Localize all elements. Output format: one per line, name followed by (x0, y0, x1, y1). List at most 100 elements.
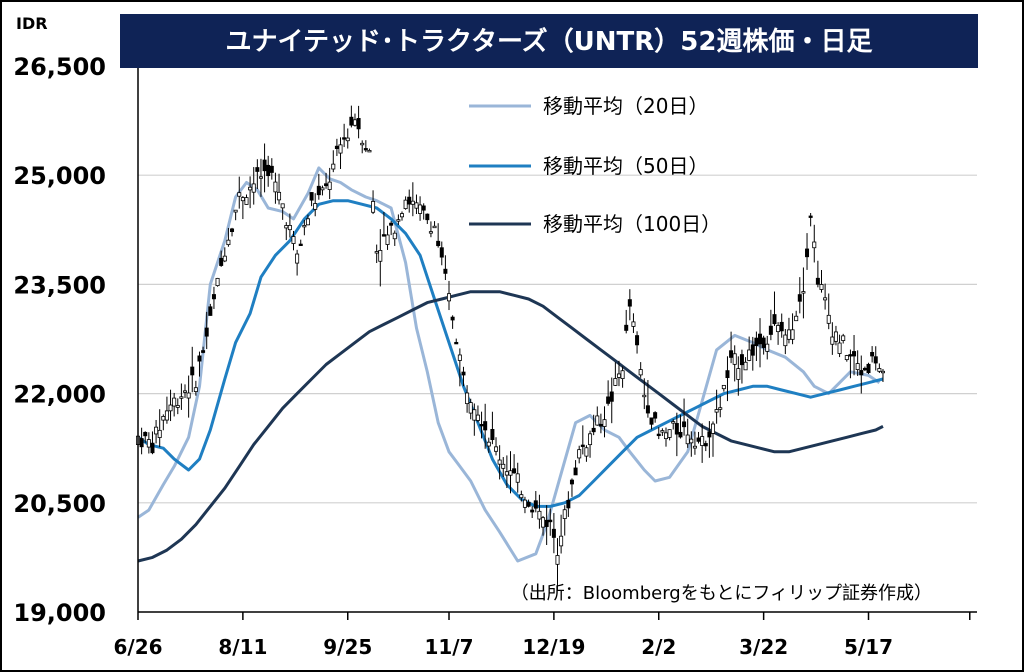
candle-body (711, 423, 716, 434)
candle-body (273, 181, 278, 193)
candle-body (345, 137, 350, 142)
candle-body (815, 277, 820, 285)
candle-body (671, 421, 676, 424)
candle-body (161, 416, 166, 421)
candle-body (812, 241, 817, 249)
x-tick-label: 9/25 (323, 635, 372, 659)
candle-body (591, 427, 596, 433)
candle-body (334, 145, 339, 149)
candle-body (381, 234, 386, 237)
candle-body (653, 412, 658, 419)
candle-body (754, 337, 759, 347)
candle-body (577, 449, 582, 459)
y-tick-label: 20,500 (13, 490, 106, 518)
candle-body (667, 429, 672, 438)
candle-body (468, 402, 473, 414)
candle-body (356, 118, 361, 130)
candle-body (175, 405, 180, 408)
candle-body (139, 438, 144, 448)
candle-body (786, 329, 791, 340)
candle-body (280, 203, 285, 209)
candle-body (515, 473, 520, 483)
candle-body (548, 519, 553, 523)
title-banner (120, 14, 978, 68)
candle-body (258, 176, 263, 179)
candle-body (606, 396, 611, 404)
ma-line-0 (137, 166, 881, 563)
candle-body (226, 239, 231, 246)
candle-body (866, 363, 871, 374)
candle-body (371, 201, 376, 213)
grid-layer (138, 174, 977, 504)
candle-body (342, 137, 347, 140)
candle-body (862, 367, 867, 371)
candle-body (696, 437, 701, 442)
candle-body (447, 293, 452, 302)
candle-body (761, 337, 766, 348)
candle-body (291, 236, 296, 244)
candle-body (439, 247, 444, 258)
candle-body (707, 431, 712, 438)
candle-body (284, 225, 289, 229)
candle-body (580, 444, 585, 447)
candle-body (363, 148, 368, 151)
candle-body (512, 468, 517, 474)
candle-body (703, 443, 708, 447)
series-layer (137, 166, 884, 563)
candle-body (645, 405, 650, 414)
candle-body (490, 429, 495, 441)
chart-title: ユナイテッド･トラクターズ（UNTR）52週株価・日足 (226, 26, 873, 57)
candle-body (392, 232, 397, 240)
candle-body (620, 370, 625, 379)
candle-body (320, 187, 325, 191)
ma-line-2 (137, 290, 884, 563)
candle-body (627, 299, 632, 307)
candle-body (819, 284, 824, 290)
candle-body (150, 442, 155, 454)
candle-body (186, 392, 191, 399)
candle-body (154, 426, 159, 435)
candle-body (736, 368, 741, 380)
candle-body (870, 351, 875, 357)
candle-body (544, 519, 549, 527)
candle-body (222, 255, 227, 262)
candle-body (164, 410, 169, 421)
legend-label: 移動平均（50日） (543, 154, 708, 178)
candle-body (465, 392, 470, 405)
candle-body (428, 231, 433, 234)
candle-body (573, 467, 578, 476)
candle-body (721, 384, 726, 390)
candle-body (519, 494, 524, 499)
candle-body (562, 509, 567, 519)
candle-body (266, 164, 271, 177)
candle-body (685, 434, 690, 445)
candle-body (421, 205, 426, 211)
candle-body (848, 354, 853, 357)
candle-body (801, 291, 806, 294)
candle-body (255, 167, 260, 172)
candle-body (635, 335, 640, 346)
y-tick-label: 25,000 (13, 162, 106, 190)
candle-body (783, 334, 788, 347)
candle-body (613, 378, 618, 386)
candle-body (277, 191, 282, 201)
candle-body (855, 363, 860, 371)
candle-body (555, 555, 560, 565)
candle-body (700, 436, 705, 446)
candle-body (399, 213, 404, 218)
y-tick-label: 19,000 (13, 599, 106, 627)
candle-body (678, 431, 683, 438)
candle-body (566, 499, 571, 509)
candle-body (790, 329, 795, 340)
candle-body (396, 219, 401, 222)
candle-body (251, 183, 256, 193)
candle-body (526, 501, 531, 507)
candle-body (204, 327, 209, 337)
candle-body (208, 306, 213, 316)
candle-body (324, 183, 329, 187)
candle-body (660, 430, 665, 433)
candle-body (483, 421, 488, 431)
candle-body (233, 209, 238, 213)
candle-body (739, 354, 744, 366)
candle-body (682, 421, 687, 428)
